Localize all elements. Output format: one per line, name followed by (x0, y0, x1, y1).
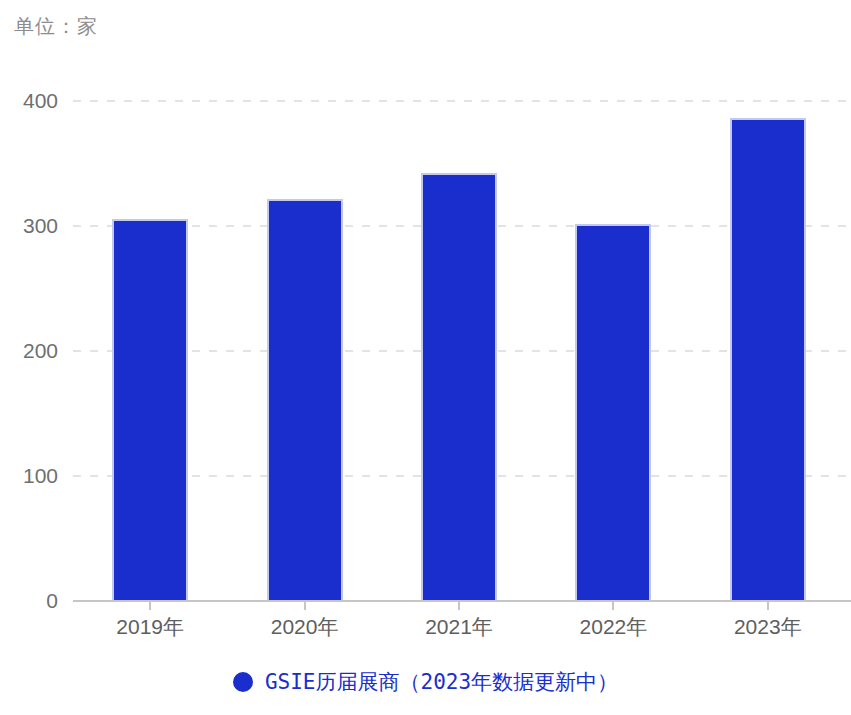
x-axis-label-2023年: 2023年 (690, 614, 846, 640)
x-axis-tick (458, 602, 460, 610)
y-axis-tick-label: 200 (6, 339, 58, 363)
bar-2023年[interactable] (730, 118, 806, 601)
x-axis-tick (612, 602, 614, 610)
x-axis-tick (149, 602, 151, 610)
x-axis-tick (767, 602, 769, 610)
x-axis-label-2019年: 2019年 (72, 614, 228, 640)
x-axis-label-2021年: 2021年 (381, 614, 537, 640)
unit-label: 单位：家 (14, 13, 98, 40)
legend-circle-icon (233, 672, 253, 692)
bar-2021年[interactable] (421, 173, 497, 601)
x-axis-tick (304, 602, 306, 610)
legend-label: GSIE历届展商（2023年数据更新中） (265, 668, 618, 696)
y-axis-tick-label: 0 (6, 589, 58, 613)
y-axis-tick-label: 400 (6, 89, 58, 113)
y-axis-tick-label: 300 (6, 214, 58, 238)
x-axis-line (73, 600, 851, 602)
bar-2019年[interactable] (112, 219, 188, 600)
bar-2020年[interactable] (267, 199, 343, 600)
x-axis-label-2020年: 2020年 (227, 614, 383, 640)
x-axis-label-2022年: 2022年 (535, 614, 691, 640)
bar-2022年[interactable] (575, 224, 651, 600)
grid-line-400 (73, 100, 851, 102)
bar-chart: 单位：家 0 100 200 300 400 2019年2020年2021年2022年20… (0, 0, 851, 715)
legend-item[interactable]: GSIE历届展商（2023年数据更新中） (0, 668, 851, 696)
y-axis-tick-label: 100 (6, 464, 58, 488)
